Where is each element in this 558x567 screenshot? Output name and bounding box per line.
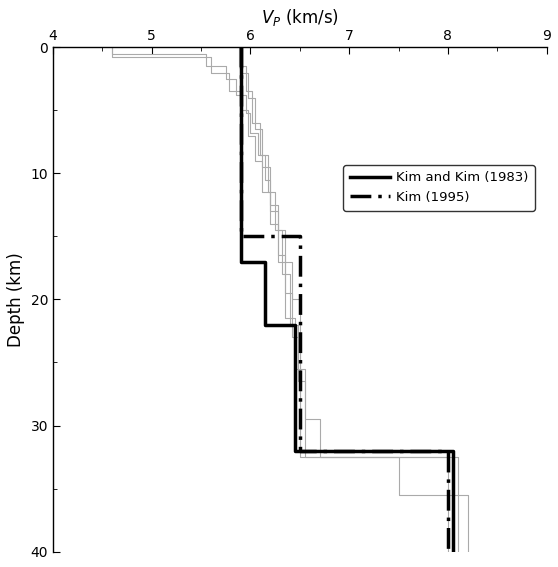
Line: Kim and Kim (1983): Kim and Kim (1983): [240, 48, 453, 552]
Y-axis label: Depth (km): Depth (km): [7, 252, 25, 347]
Kim and Kim (1983): [237, 44, 244, 51]
Kim and Kim (1983): [237, 258, 244, 265]
Kim (1995): [237, 233, 244, 240]
Legend: Kim and Kim (1983), Kim (1995): Kim and Kim (1983), Kim (1995): [343, 165, 535, 211]
Kim and Kim (1983): [450, 447, 456, 454]
Kim (1995): [296, 233, 303, 240]
Kim and Kim (1983): [262, 258, 268, 265]
Kim and Kim (1983): [291, 447, 298, 454]
Kim (1995): [445, 447, 451, 454]
Line: Kim (1995): Kim (1995): [240, 48, 448, 552]
Kim and Kim (1983): [450, 548, 456, 555]
X-axis label: $V_P$ (km/s): $V_P$ (km/s): [261, 7, 339, 28]
Kim (1995): [237, 44, 244, 51]
Kim and Kim (1983): [262, 321, 268, 328]
Kim (1995): [296, 447, 303, 454]
Kim and Kim (1983): [291, 321, 298, 328]
Kim (1995): [445, 548, 451, 555]
